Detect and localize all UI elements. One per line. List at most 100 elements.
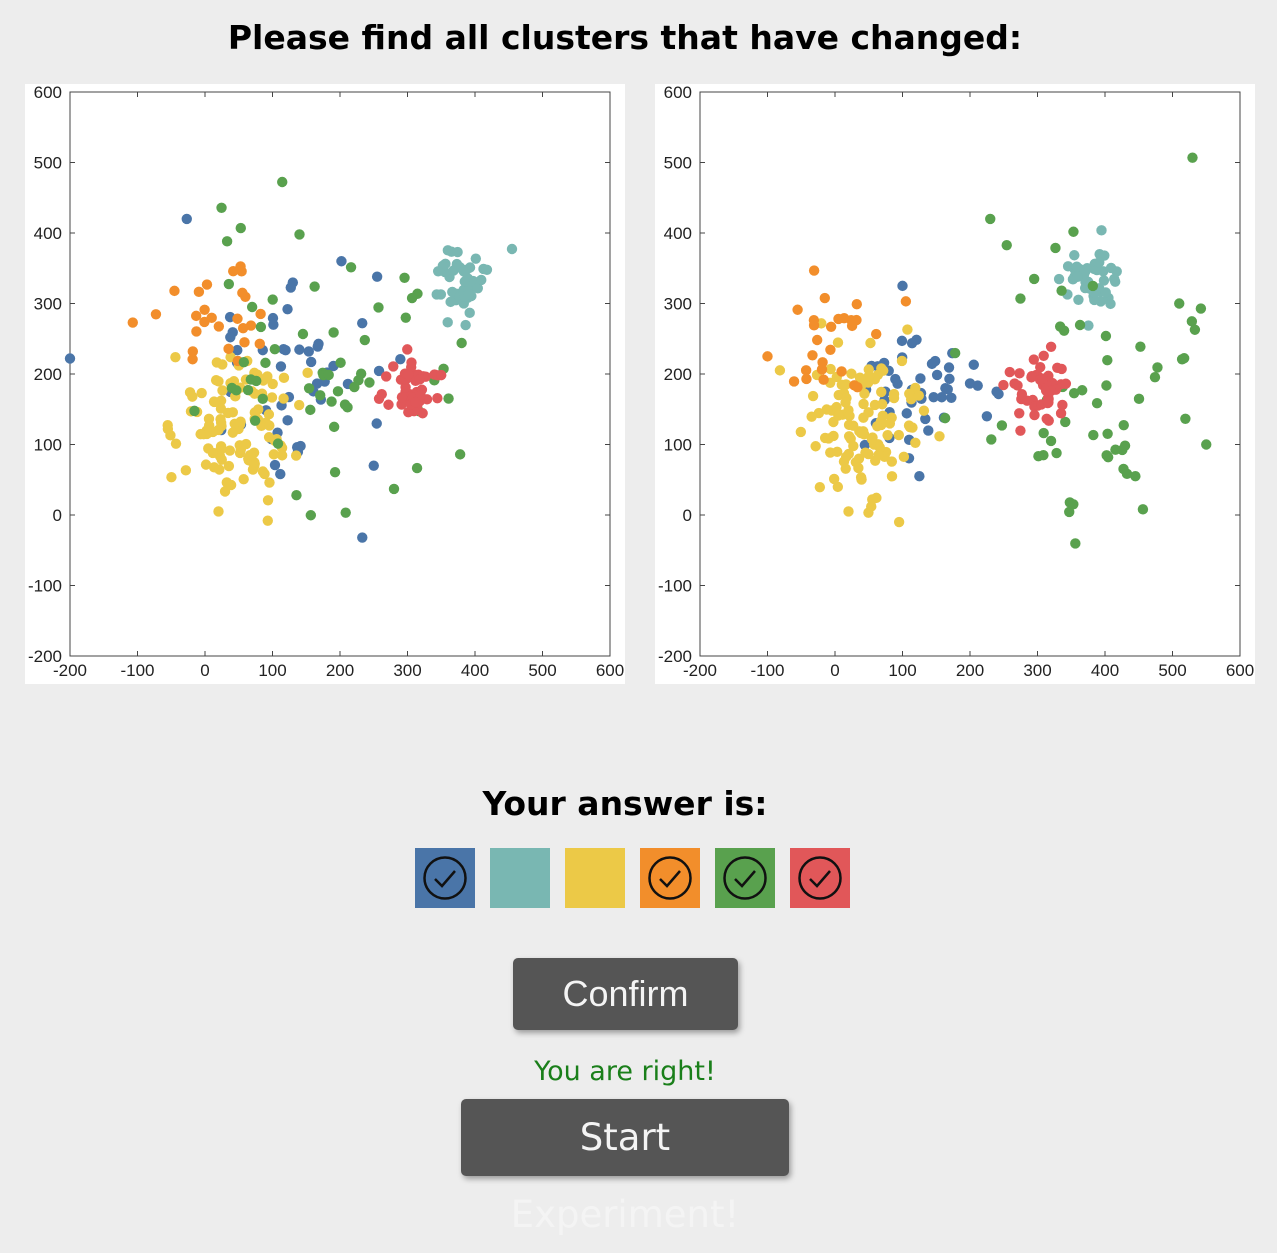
y-tick-label: 300 xyxy=(34,295,62,314)
swatch-red[interactable] xyxy=(790,848,850,908)
point-red xyxy=(1060,378,1072,389)
y-tick-label: 200 xyxy=(34,365,62,384)
point-yellow xyxy=(225,479,237,491)
swatch-blue[interactable] xyxy=(415,848,475,908)
point-yellow xyxy=(886,456,898,467)
point-yellow xyxy=(836,379,848,391)
point-yellow xyxy=(774,365,786,376)
point-red xyxy=(432,392,443,404)
point-yellow xyxy=(860,447,871,458)
point-yellow xyxy=(843,431,855,442)
point-green xyxy=(249,415,261,426)
point-yellow xyxy=(276,450,288,461)
point-green xyxy=(1187,152,1198,163)
point-teal xyxy=(1069,250,1080,261)
point-green xyxy=(221,236,233,247)
check-circle-icon xyxy=(648,856,692,900)
point-yellow xyxy=(187,391,198,402)
point-yellow xyxy=(918,405,930,416)
y-tick-label: 200 xyxy=(664,365,692,384)
swatch-teal[interactable] xyxy=(490,848,550,908)
point-yellow xyxy=(195,428,206,440)
swatch-green[interactable] xyxy=(715,848,775,908)
x-tick-label: -200 xyxy=(53,661,87,680)
point-yellow xyxy=(903,420,915,431)
point-green xyxy=(255,321,267,333)
point-red xyxy=(381,371,392,382)
point-yellow xyxy=(222,407,234,419)
point-blue xyxy=(981,411,993,422)
y-tick-label: -100 xyxy=(28,577,62,596)
point-teal xyxy=(1094,257,1105,268)
x-tick-label: 500 xyxy=(528,661,556,680)
point-yellow xyxy=(264,420,275,431)
point-blue xyxy=(920,413,931,425)
point-blue xyxy=(968,359,979,370)
start-experiment-button[interactable]: Start Experiment! xyxy=(461,1099,789,1236)
point-teal xyxy=(481,264,493,275)
point-teal xyxy=(435,289,447,300)
point-blue xyxy=(225,332,236,343)
point-teal xyxy=(472,283,483,294)
point-blue xyxy=(232,344,243,356)
point-teal xyxy=(452,246,463,258)
point-yellow xyxy=(166,472,177,483)
point-orange xyxy=(127,317,138,328)
point-teal xyxy=(1096,225,1107,236)
point-green xyxy=(1091,398,1103,409)
point-green xyxy=(1087,280,1099,292)
point-orange xyxy=(206,312,217,324)
point-orange xyxy=(169,285,180,297)
point-blue xyxy=(942,384,953,395)
point-yellow xyxy=(876,399,888,410)
point-yellow xyxy=(893,516,905,528)
point-yellow xyxy=(865,337,876,349)
x-tick-label: -200 xyxy=(683,661,717,680)
confirm-button[interactable]: Confirm xyxy=(513,958,738,1030)
point-yellow xyxy=(867,494,878,505)
point-yellow xyxy=(884,418,896,429)
point-green xyxy=(1068,388,1080,399)
point-blue xyxy=(282,415,293,426)
point-green xyxy=(949,347,961,359)
point-blue xyxy=(336,256,347,267)
point-orange xyxy=(223,343,234,355)
swatch-yellow[interactable] xyxy=(565,848,625,908)
point-red xyxy=(388,361,399,372)
swatch-orange[interactable] xyxy=(640,848,700,908)
point-teal xyxy=(445,296,456,308)
point-green xyxy=(326,396,337,407)
point-yellow xyxy=(872,420,883,432)
point-red xyxy=(1014,408,1025,419)
point-green xyxy=(1054,321,1066,332)
point-green xyxy=(251,375,262,387)
point-yellow xyxy=(886,471,898,482)
point-yellow xyxy=(832,337,844,348)
point-yellow xyxy=(876,386,887,398)
point-red xyxy=(383,399,394,410)
point-green xyxy=(231,385,242,396)
point-yellow xyxy=(170,351,181,363)
point-red xyxy=(403,407,414,418)
point-teal xyxy=(432,266,444,277)
scatter-svg-after: -200 -100 0 100 200 300 400 500 600 -200 -100 0 100 2… xyxy=(658,84,1254,680)
point-yellow xyxy=(831,446,843,458)
point-green xyxy=(1118,419,1129,431)
point-orange xyxy=(150,309,162,320)
point-yellow xyxy=(893,429,905,441)
point-yellow xyxy=(896,355,908,367)
point-orange xyxy=(851,299,862,310)
point-red xyxy=(417,408,428,419)
x-tick-label: 300 xyxy=(393,661,421,680)
point-red xyxy=(403,369,414,380)
point-yellow xyxy=(810,441,821,452)
point-teal xyxy=(1094,248,1105,260)
point-orange xyxy=(851,314,862,326)
x-tick-label: 200 xyxy=(326,661,354,680)
point-green xyxy=(314,390,326,401)
point-yellow xyxy=(859,388,870,399)
point-red xyxy=(1038,350,1049,361)
x-tick-label: 400 xyxy=(461,661,489,680)
point-orange xyxy=(240,291,251,302)
point-blue xyxy=(268,319,279,330)
